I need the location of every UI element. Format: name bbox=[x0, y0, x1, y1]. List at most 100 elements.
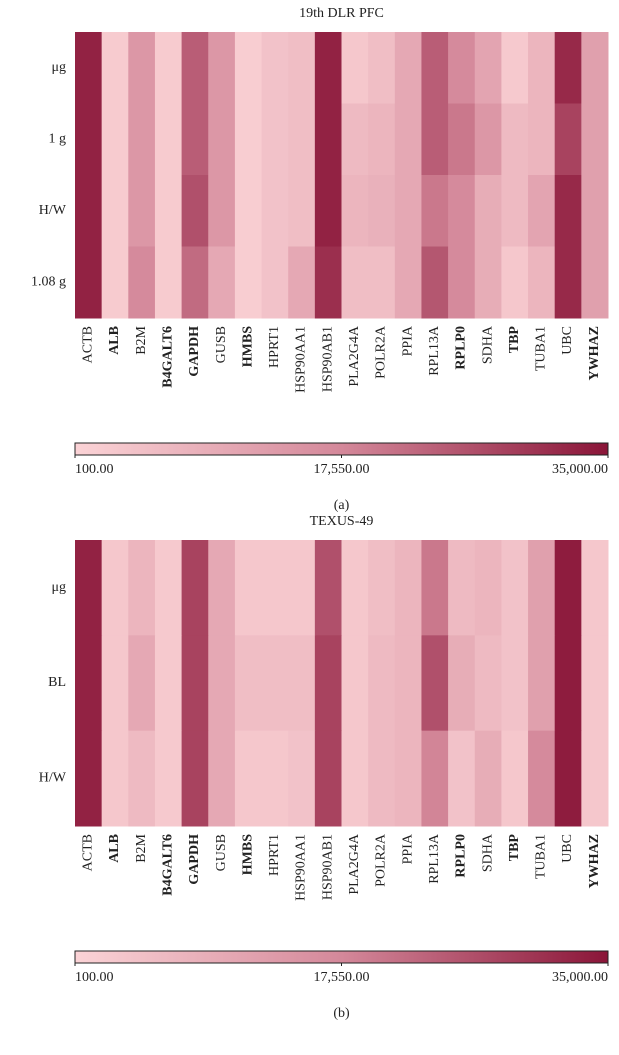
x-tick-label: HSP90AA1 bbox=[294, 326, 309, 393]
heat-cell bbox=[581, 635, 609, 732]
heat-cell bbox=[581, 32, 609, 104]
heat-cell bbox=[474, 730, 502, 827]
heat-cell bbox=[288, 635, 316, 732]
x-tick-label: PPIA bbox=[400, 833, 415, 864]
x-tick-label: UBC bbox=[560, 834, 575, 863]
x-tick-label: PLA2G4A bbox=[347, 325, 362, 387]
heat-cell bbox=[528, 175, 556, 247]
heat-cell bbox=[528, 246, 556, 319]
heat-cell bbox=[234, 246, 263, 319]
heat-cell bbox=[75, 730, 103, 827]
y-tick-label: 1 g bbox=[49, 131, 67, 146]
x-tick-label: GUSB bbox=[214, 326, 229, 363]
heat-cell bbox=[448, 32, 476, 104]
heat-cell bbox=[181, 246, 209, 319]
heat-cell bbox=[261, 32, 289, 104]
heat-cell bbox=[394, 175, 422, 247]
heat-cell bbox=[554, 103, 582, 176]
heat-cell bbox=[261, 540, 289, 636]
y-tick-label: H/W bbox=[39, 203, 67, 218]
heat-cell bbox=[314, 32, 342, 104]
heat-cell bbox=[448, 635, 476, 732]
x-tick-label: POLR2A bbox=[374, 325, 389, 379]
heat-cell bbox=[101, 32, 129, 104]
x-tick-label: YWHAZ bbox=[587, 834, 602, 888]
x-tick-label: UBC bbox=[560, 326, 575, 355]
heat-cell bbox=[128, 540, 156, 636]
x-tick-label: B2M bbox=[134, 833, 149, 862]
x-tick-label: YWHAZ bbox=[587, 326, 602, 380]
heat-cell bbox=[394, 540, 422, 636]
colorbar-tick-label: 100.00 bbox=[75, 462, 114, 477]
heat-cell bbox=[314, 635, 342, 732]
heat-cell bbox=[394, 103, 422, 176]
heat-cell bbox=[234, 730, 263, 827]
x-tick-label: RPL13A bbox=[427, 833, 442, 884]
heat-cell bbox=[554, 32, 582, 104]
heat-cell bbox=[448, 540, 476, 636]
x-tick-label: ACTB bbox=[81, 326, 96, 363]
heat-cell bbox=[448, 246, 476, 319]
x-tick-label: B2M bbox=[134, 325, 149, 354]
heat-cell bbox=[261, 730, 289, 827]
heat-cell bbox=[394, 635, 422, 732]
heat-cell bbox=[421, 175, 449, 247]
heat-cell bbox=[181, 32, 209, 104]
heat-cell bbox=[101, 175, 129, 247]
x-tick-label: ALB bbox=[107, 326, 122, 355]
heat-cell bbox=[368, 730, 396, 827]
heat-cell bbox=[181, 540, 209, 636]
x-tick-label: GAPDH bbox=[187, 834, 202, 885]
x-tick-label: ALB bbox=[107, 834, 122, 863]
colorbar bbox=[74, 950, 609, 964]
heat-cell bbox=[288, 246, 316, 319]
heat-cell bbox=[128, 246, 156, 319]
heat-cell bbox=[261, 175, 289, 247]
heat-cell bbox=[368, 103, 396, 176]
heat-cell bbox=[554, 540, 582, 636]
x-tick-label: PLA2G4A bbox=[347, 833, 362, 895]
heat-cell bbox=[421, 32, 449, 104]
heat-cell bbox=[394, 730, 422, 827]
caption: (b) bbox=[333, 1006, 350, 1021]
x-tick-label: RPLP0 bbox=[454, 834, 469, 878]
heat-cell bbox=[554, 635, 582, 732]
heat-cell bbox=[341, 246, 369, 319]
y-tick-label: 1.08 g bbox=[31, 274, 66, 289]
heat-cell bbox=[528, 730, 556, 827]
heat-cell bbox=[554, 175, 582, 247]
x-tick-label: SDHA bbox=[480, 833, 495, 872]
heat-cell bbox=[528, 103, 556, 176]
colorbar bbox=[74, 442, 609, 456]
x-tick-label: HPRT1 bbox=[267, 326, 282, 368]
heat-cell bbox=[154, 540, 183, 636]
heat-cell bbox=[581, 246, 609, 319]
heat-cell bbox=[288, 540, 316, 636]
heat-cell bbox=[154, 175, 183, 247]
heat-cell bbox=[181, 175, 209, 247]
heat-cell bbox=[501, 32, 529, 104]
heat-cell bbox=[208, 103, 236, 176]
heat-cell bbox=[234, 32, 263, 104]
colorbar-tick-label: 17,550.00 bbox=[314, 970, 370, 985]
heat-cell bbox=[208, 175, 236, 247]
x-tick-label: RPL13A bbox=[427, 325, 442, 376]
x-tick-label: HSP90AA1 bbox=[294, 834, 309, 901]
heat-cell bbox=[288, 175, 316, 247]
colorbar-tick-label: 35,000.00 bbox=[552, 462, 608, 477]
heat-cell bbox=[101, 540, 129, 636]
heat-cell bbox=[581, 175, 609, 247]
heat-cell bbox=[474, 32, 502, 104]
heat-cell bbox=[421, 103, 449, 176]
heat-cell bbox=[474, 635, 502, 732]
heat-cell bbox=[208, 32, 236, 104]
heat-cell bbox=[341, 540, 369, 636]
heat-cell bbox=[314, 246, 342, 319]
x-tick-label: HSP90AB1 bbox=[320, 834, 335, 900]
heat-cell bbox=[75, 175, 103, 247]
x-tick-label: HPRT1 bbox=[267, 834, 282, 876]
heat-cell bbox=[261, 635, 289, 732]
heat-cell bbox=[368, 635, 396, 732]
heat-cell bbox=[474, 540, 502, 636]
heat-cell bbox=[501, 246, 529, 319]
